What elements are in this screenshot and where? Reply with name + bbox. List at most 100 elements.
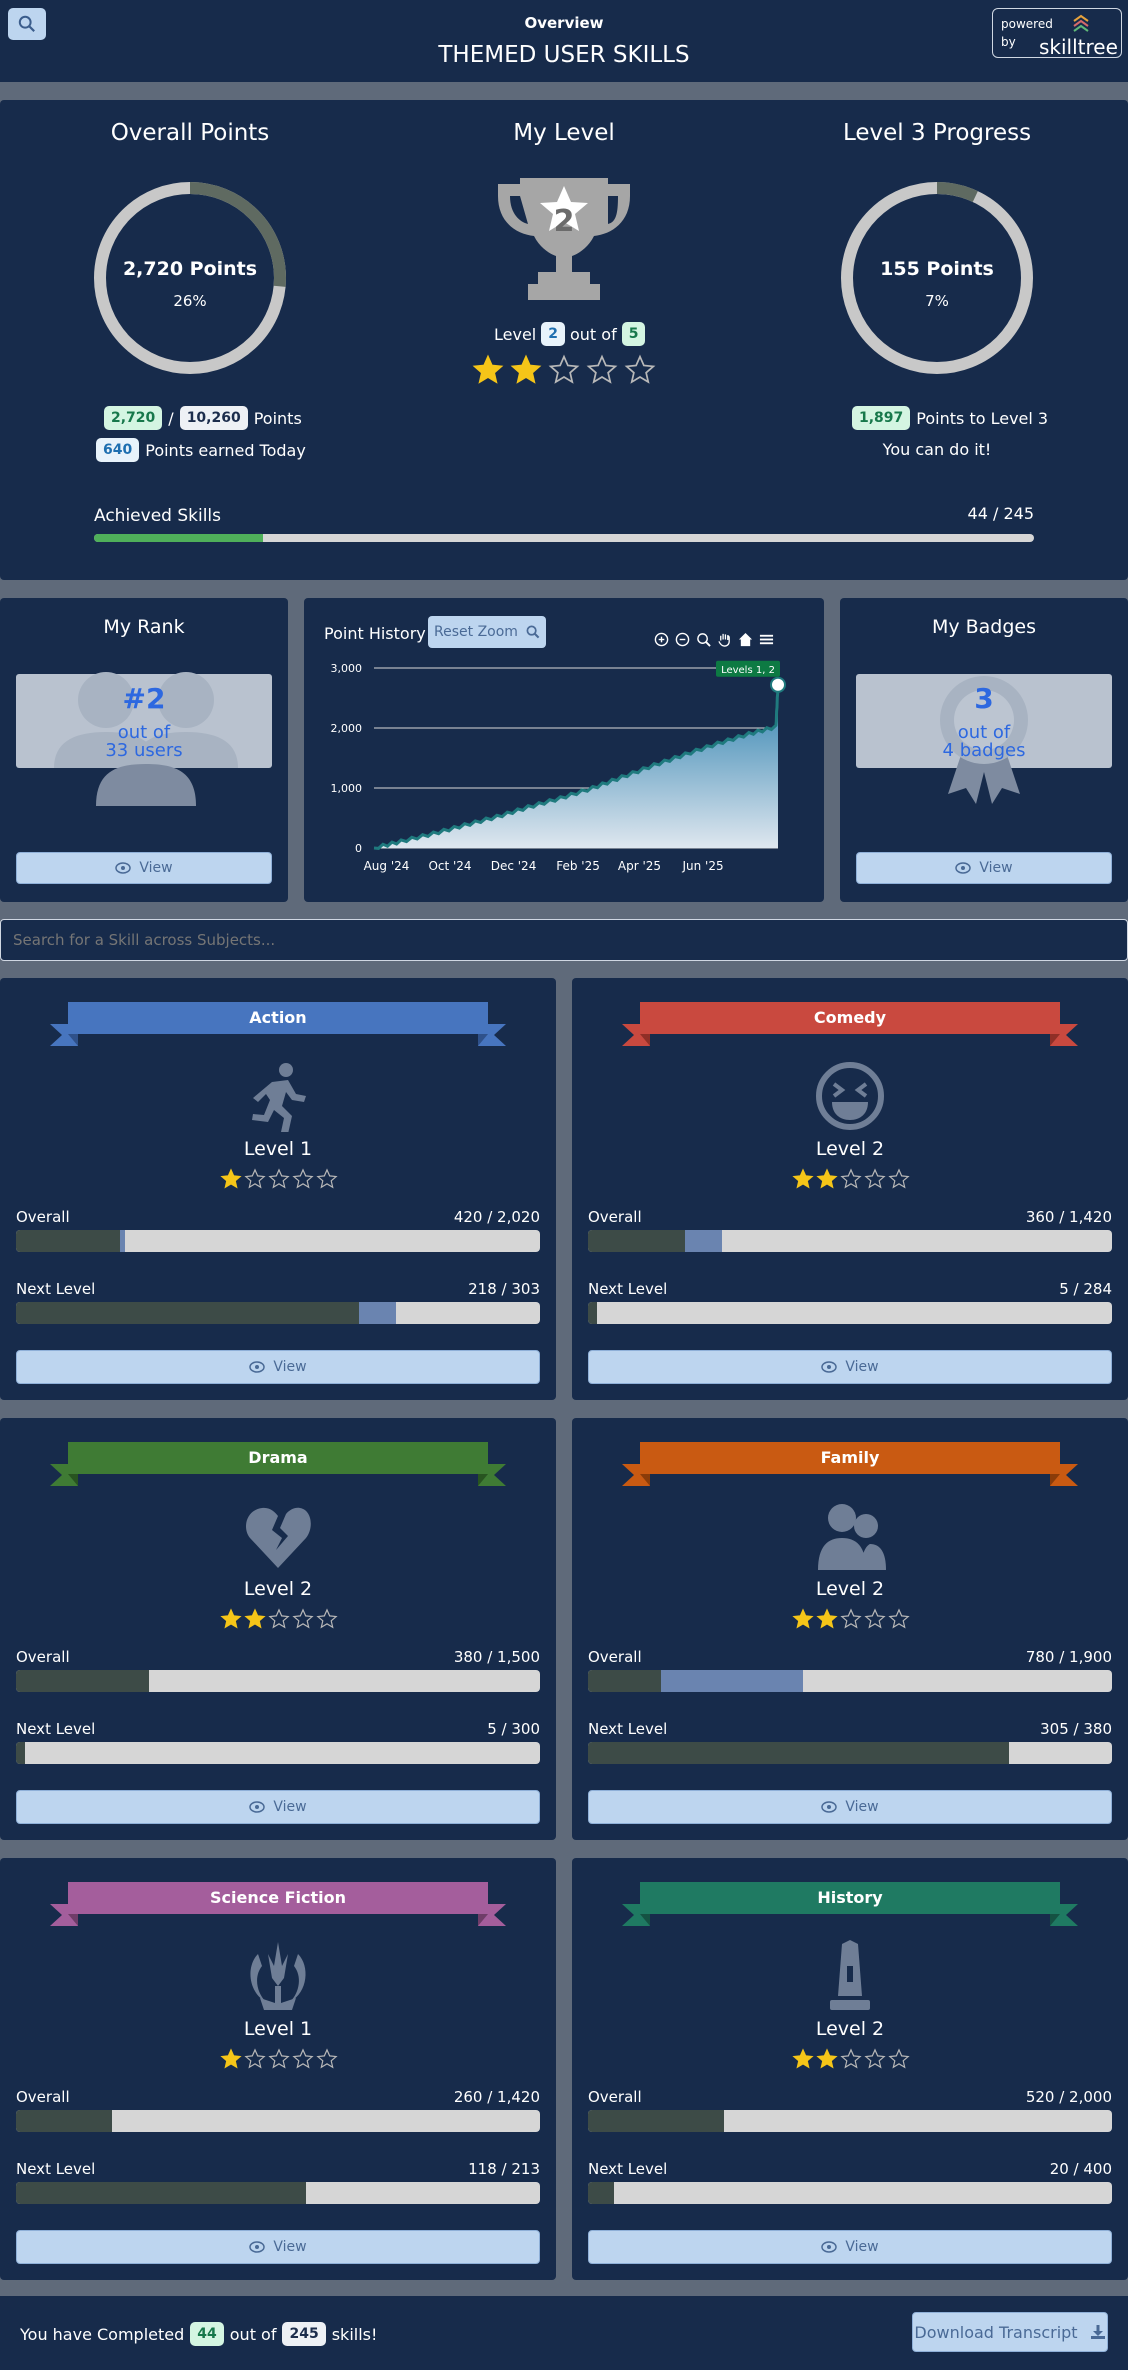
subject-name: Action bbox=[249, 1008, 307, 1027]
eye-icon bbox=[249, 1801, 266, 1813]
subject-ribbon bbox=[50, 1882, 506, 1926]
filled-star-icon bbox=[792, 2048, 814, 2069]
overall-progress-today bbox=[661, 1670, 803, 1692]
subject-card-drama: Drama Level 2 Overall 380 / 1,500 Next Level… bbox=[0, 1418, 556, 1840]
subject-view-button[interactable]: View bbox=[16, 1790, 540, 1824]
subject-view-label: View bbox=[273, 1359, 307, 1375]
badges-view-label: View bbox=[979, 860, 1013, 876]
next-level-label: Next Level bbox=[588, 1720, 668, 1738]
subject-view-button[interactable]: View bbox=[588, 2230, 1112, 2264]
search-button[interactable] bbox=[8, 8, 46, 40]
overall-progress-bar bbox=[588, 1230, 1112, 1252]
skill-search-input[interactable] bbox=[0, 919, 1128, 961]
x-tick-label: Dec '24 bbox=[491, 859, 537, 873]
page-title: THEMED USER SKILLS bbox=[438, 42, 690, 68]
completed-summary: You have Completed 44 out of 245 skills! bbox=[20, 2322, 377, 2346]
next-level-label: Next Level bbox=[16, 1280, 96, 1298]
overall-label: Overall bbox=[16, 1648, 70, 1666]
subject-level: Level 2 bbox=[243, 1578, 313, 1600]
subject-stars bbox=[792, 1168, 910, 1190]
users-icon bbox=[54, 672, 238, 806]
empty-star-icon bbox=[548, 354, 580, 384]
my-level-title: My Level bbox=[513, 120, 615, 146]
overall-value: 780 / 1,900 bbox=[1025, 1648, 1112, 1666]
level-out-of: out of bbox=[569, 324, 617, 344]
overall-value: 420 / 2,020 bbox=[453, 1208, 540, 1226]
achieved-skills-value: 44 / 245 bbox=[967, 504, 1034, 523]
level-progress-title: Level 3 Progress bbox=[842, 120, 1032, 146]
brand-name: skilltree bbox=[1039, 35, 1118, 59]
next-level-value: 5 / 300 bbox=[487, 1720, 540, 1738]
empty-star-icon bbox=[864, 2048, 886, 2069]
download-transcript-button[interactable]: Download Transcript bbox=[912, 2312, 1108, 2352]
subject-name: Drama bbox=[248, 1448, 308, 1467]
next-level-value: 305 / 380 bbox=[1040, 1720, 1112, 1738]
subject-view-label: View bbox=[845, 2239, 879, 2255]
point-history-chart[interactable]: 0 1,000 2,000 3,000 Aug '24 Oct '24 Dec '24 Feb… bbox=[304, 658, 824, 902]
encouragement-text: You can do it! bbox=[882, 440, 992, 459]
eye-icon bbox=[821, 2241, 838, 2253]
points-today-row: 640 Points earned Today bbox=[96, 438, 306, 462]
overall-progress-fill bbox=[588, 2110, 725, 2132]
points-today-badge: 640 bbox=[96, 438, 140, 462]
empty-star-icon bbox=[292, 2048, 314, 2069]
subject-view-label: View bbox=[273, 1799, 307, 1815]
points-today-label: Points earned Today bbox=[145, 440, 306, 460]
next-level-progress-fill bbox=[588, 1742, 1009, 1764]
overall-points-value: 2,720 Points bbox=[122, 258, 258, 280]
x-tick-label: Feb '25 bbox=[556, 859, 600, 873]
subject-view-button[interactable]: View bbox=[588, 1790, 1112, 1824]
filled-star-icon bbox=[472, 354, 504, 384]
overall-progress-today bbox=[119, 1230, 125, 1252]
menu-icon[interactable] bbox=[759, 632, 774, 647]
overall-label: Overall bbox=[588, 1648, 642, 1666]
x-tick-label: Oct '24 bbox=[428, 859, 471, 873]
magnify-icon[interactable] bbox=[696, 632, 711, 647]
home-icon[interactable] bbox=[738, 632, 753, 647]
subject-ribbon bbox=[622, 1442, 1078, 1486]
data-point-marker bbox=[770, 676, 786, 693]
empty-star-icon bbox=[840, 1608, 862, 1629]
overall-progress-bar bbox=[16, 1230, 540, 1252]
filled-star-icon bbox=[816, 1168, 838, 1189]
badges-card: My Badges 3 out of 4 badges View bbox=[840, 598, 1128, 902]
level-progress-percent: 7% bbox=[925, 292, 949, 310]
completed-out-of: out of bbox=[229, 2324, 277, 2344]
overall-points-percent: 26% bbox=[173, 292, 207, 310]
empty-star-icon bbox=[864, 1608, 886, 1629]
overall-label: Overall bbox=[588, 2088, 642, 2106]
zoom-in-icon[interactable] bbox=[654, 632, 669, 647]
level-progress-value: 155 Points bbox=[880, 258, 994, 280]
subject-view-button[interactable]: View bbox=[588, 1350, 1112, 1384]
points-to-next-label: Points to Level 3 bbox=[916, 408, 1049, 428]
award-ribbon-icon bbox=[940, 676, 1028, 804]
badges-view-button[interactable]: View bbox=[856, 852, 1112, 884]
next-level-progress-bar bbox=[16, 1742, 540, 1764]
subject-stars bbox=[220, 2048, 338, 2070]
filled-star-icon bbox=[816, 1608, 838, 1629]
subject-level: Level 2 bbox=[815, 1578, 885, 1600]
pan-hand-icon[interactable] bbox=[717, 632, 732, 647]
reset-zoom-button[interactable]: Reset Zoom bbox=[428, 616, 546, 648]
completed-label: You have Completed bbox=[20, 2324, 185, 2344]
overall-points-title: Overall Points bbox=[110, 120, 270, 146]
subject-view-button[interactable]: View bbox=[16, 2230, 540, 2264]
rank-view-button[interactable]: View bbox=[16, 852, 272, 884]
overall-value: 360 / 1,420 bbox=[1025, 1208, 1112, 1226]
next-level-progress-fill bbox=[16, 1742, 25, 1764]
subject-view-button[interactable]: View bbox=[16, 1350, 540, 1384]
point-history-title: Point History bbox=[324, 624, 426, 643]
empty-star-icon bbox=[292, 1608, 314, 1629]
zoom-out-icon[interactable] bbox=[675, 632, 690, 647]
rank-users: 33 users bbox=[105, 740, 183, 761]
subject-card-family: Family Level 2 Overall 780 / 1,900 Next Leve… bbox=[572, 1418, 1128, 1840]
subject-level: Level 2 bbox=[815, 2018, 885, 2040]
eye-icon bbox=[249, 1361, 266, 1373]
subject-card-history: History Level 2 Overall 520 / 2,000 Next Lev… bbox=[572, 1858, 1128, 2280]
badges-out-of: out of bbox=[957, 722, 1011, 743]
powered-by-logo[interactable]: powered by skilltree bbox=[992, 8, 1122, 59]
empty-star-icon bbox=[840, 1168, 862, 1189]
badges-box bbox=[856, 674, 1112, 804]
badges-total: 4 badges bbox=[942, 740, 1026, 761]
next-level-progress-bar bbox=[588, 1302, 1112, 1324]
